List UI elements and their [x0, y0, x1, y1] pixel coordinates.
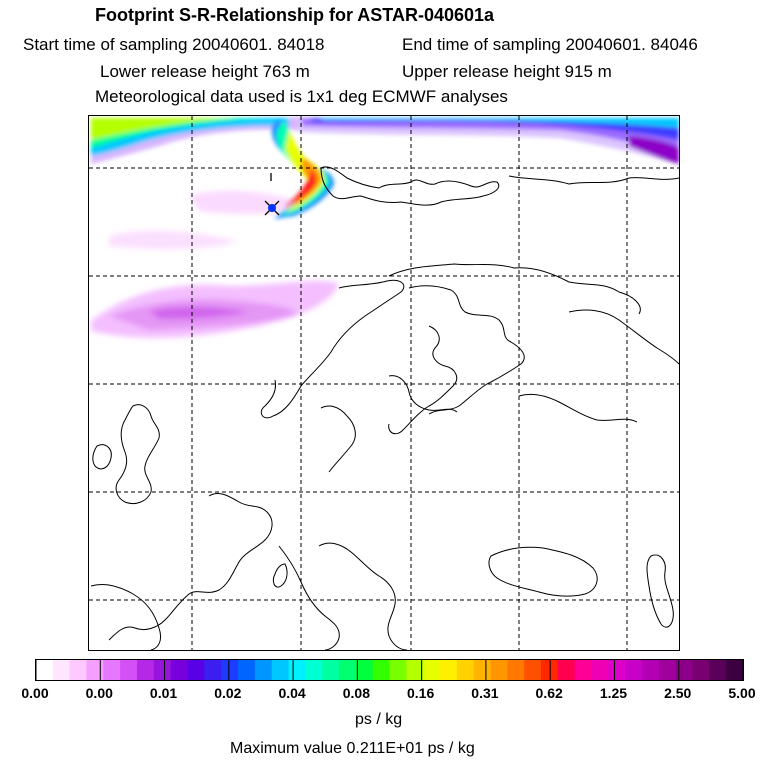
footprint-map	[88, 115, 680, 651]
colorbar-swatch	[355, 660, 374, 680]
colorbar-swatch	[339, 660, 357, 680]
colorbar-swatch	[658, 660, 677, 680]
colorbar-label: 0.31	[471, 685, 499, 701]
colorbar-swatch	[372, 660, 390, 680]
colorbar-swatch	[153, 660, 172, 680]
release-point-marker	[264, 173, 280, 216]
colorbar-swatch	[221, 660, 239, 680]
colorbar-swatch	[726, 660, 743, 680]
colorbar-swatch	[692, 660, 710, 680]
colorbar-swatch	[524, 660, 542, 680]
colorbar-swatch	[456, 660, 475, 680]
colorbar-swatch	[541, 660, 559, 680]
colorbar-swatch	[137, 660, 155, 680]
max-value-label: Maximum value 0.211E+01 ps / kg	[230, 740, 475, 757]
colorbar-label: 5.00	[728, 685, 756, 701]
page-title: Footprint S-R-Relationship for ASTAR-040…	[95, 5, 495, 25]
colorbar-label: 0.16	[407, 685, 435, 701]
colorbar-swatch	[642, 660, 660, 680]
colorbar-label: 0.00	[21, 685, 49, 701]
colorbar-label: 0.62	[535, 685, 563, 701]
colorbar-swatch	[507, 660, 525, 680]
colorbar-swatch	[36, 660, 54, 680]
colorbar-swatch	[322, 660, 340, 680]
colorbar-swatch	[69, 660, 87, 680]
colorbar-label: 0.08	[342, 685, 370, 701]
colorbar-label: 2.50	[664, 685, 692, 701]
colorbar-swatch	[473, 660, 491, 680]
map-graticule	[89, 116, 679, 650]
colorbar-swatch	[709, 660, 727, 680]
colorbar-label: 0.00	[85, 685, 113, 701]
colorbar-swatch	[204, 660, 222, 680]
colorbar-swatch	[103, 660, 121, 680]
colorbar-label: 0.04	[278, 685, 306, 701]
colorbar-label: 1.25	[599, 685, 628, 701]
lower-height-label: Lower release height 763 m	[100, 62, 310, 81]
colorbar-swatch	[591, 660, 609, 680]
colorbar-swatch	[120, 660, 138, 680]
colorbar-swatch	[238, 660, 256, 680]
colorbar-swatch	[254, 660, 273, 680]
upper-height-label: Upper release height 915 m	[402, 62, 612, 81]
colorbar-swatch	[574, 660, 592, 680]
coastlines	[90, 166, 679, 650]
colorbar-swatch	[675, 660, 693, 680]
colorbar-swatch	[490, 660, 508, 680]
end-time-label: End time of sampling 20040601. 84046	[402, 35, 698, 54]
colorbar-swatch	[288, 660, 306, 680]
met-data-label: Meteorological data used is 1x1 deg ECMW…	[95, 87, 508, 106]
colorbar-swatch	[187, 660, 205, 680]
footprint-band-north	[289, 118, 679, 164]
colorbar-swatch	[271, 660, 289, 680]
colorbar-swatch	[608, 660, 626, 680]
footprint-plume-core	[271, 120, 334, 219]
colorbar-swatch	[440, 660, 458, 680]
footprint-plume-west	[91, 190, 339, 338]
colorbar-swatch	[389, 660, 407, 680]
colorbar-swatch	[170, 660, 188, 680]
colorbar-swatch	[423, 660, 441, 680]
colorbar-swatch	[52, 660, 71, 680]
colorbar-swatch	[625, 660, 643, 680]
start-time-label: Start time of sampling 20040601. 84018	[23, 35, 325, 54]
colorbar-label: 0.02	[214, 685, 242, 701]
colorbar	[35, 659, 744, 681]
colorbar-label: 0.01	[149, 685, 178, 701]
footprint-band-northwest	[91, 118, 299, 164]
colorbar-swatch	[557, 660, 576, 680]
units-label: ps / kg	[355, 711, 403, 728]
colorbar-swatch	[305, 660, 323, 680]
colorbar-swatch	[86, 660, 104, 680]
colorbar-swatches	[36, 660, 743, 680]
colorbar-swatch	[406, 660, 424, 680]
